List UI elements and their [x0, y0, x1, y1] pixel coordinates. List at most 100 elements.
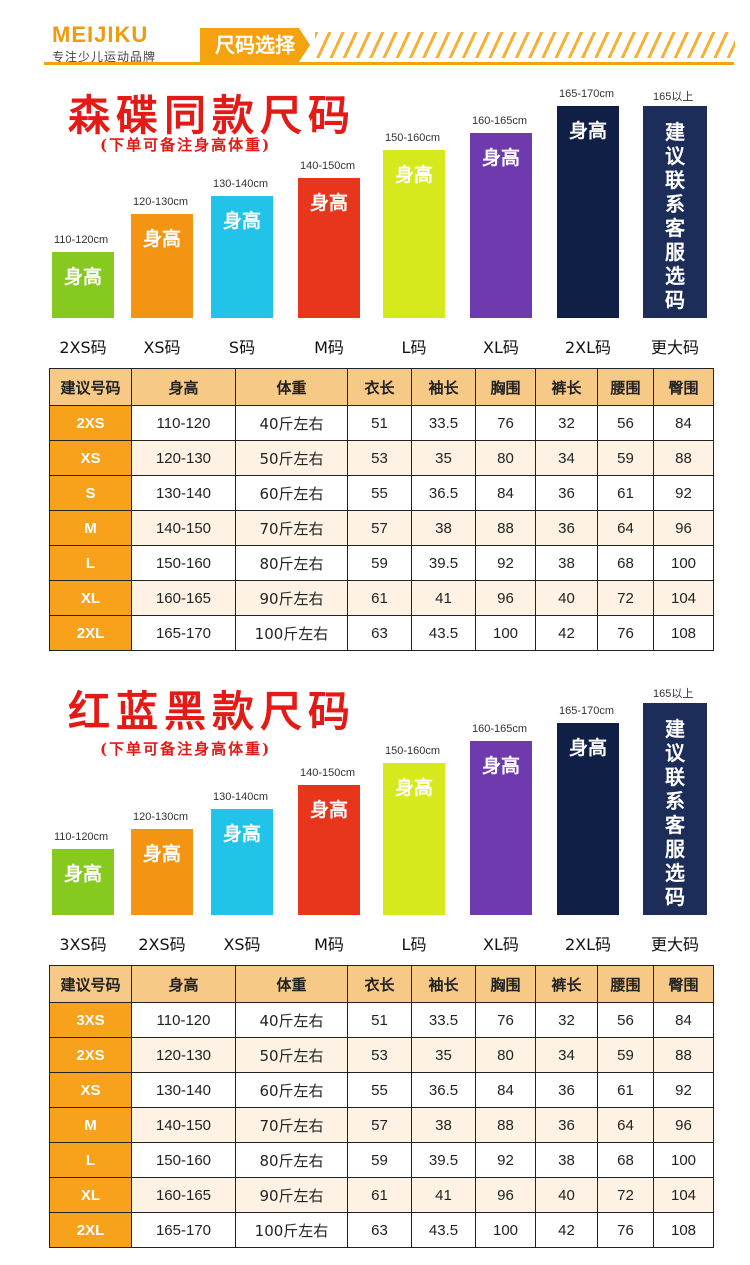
size-code-label: XS码: [223, 935, 261, 954]
height-range-label: 120-130cm: [133, 196, 189, 208]
size-code-label: 2XL码: [564, 338, 612, 357]
table-cell: 150-160: [131, 1142, 236, 1178]
table-cell: 59: [597, 440, 654, 476]
table-cell: 56: [597, 405, 654, 441]
table-cell: 100: [653, 545, 714, 581]
brand-slogan: 专注少儿运动品牌: [52, 50, 157, 64]
table-cell: 42: [535, 1212, 598, 1248]
table-cell: 61: [347, 580, 412, 616]
height-bar: 身高: [383, 150, 445, 318]
table-cell: 110-120: [131, 405, 236, 441]
table-cell: 36: [535, 475, 598, 511]
table-cell: 84: [653, 405, 714, 441]
column-header: 衣长: [347, 965, 412, 1003]
height-bar-text: 建议联系客服选码: [665, 120, 685, 312]
table-body: 2XS 110-120 40斤左右 51 33.5 76 32 56 84 XS 120-130 50…: [49, 405, 714, 651]
height-range-label: 130-140cm: [213, 178, 269, 190]
table-cell: 92: [475, 545, 536, 581]
size-select-tag: 尺码选择: [200, 28, 310, 62]
table-row: XL 160-165 90斤左右 61 41 96 40 72 104: [49, 580, 714, 616]
size-code-label: 3XS码: [59, 935, 107, 954]
table-row: 2XL 165-170 100斤左右 63 43.5 100 42 76 108: [49, 1212, 714, 1248]
table-cell: 80: [475, 1037, 536, 1073]
section-title: 红蓝黑款尺码: [68, 687, 357, 736]
table-cell: 55: [347, 475, 412, 511]
height-bar: 身高: [211, 196, 273, 318]
height-range-label: 110-120cm: [54, 234, 109, 246]
table-cell: 160-165: [131, 1177, 236, 1213]
section-note: (下单可备注身高体重): [100, 740, 272, 758]
table-cell: 38: [535, 545, 598, 581]
column-header: 裤长: [535, 368, 598, 406]
height-bar-text: 身高: [63, 863, 102, 885]
size-cell: M: [49, 510, 132, 546]
table-cell: 70斤左右: [235, 510, 348, 546]
size-cell: XS: [49, 1072, 132, 1108]
height-range-label: 165以上: [653, 91, 694, 103]
table-cell: 80斤左右: [235, 545, 348, 581]
table-cell: 100: [475, 1212, 536, 1248]
table-cell: 68: [597, 1142, 654, 1178]
height-bar: 身高: [557, 106, 619, 318]
table-row: M 140-150 70斤左右 57 38 88 36 64 96: [49, 510, 714, 546]
table-cell: 50斤左右: [235, 440, 348, 476]
table-cell: 88: [653, 440, 714, 476]
column-header: 臀围: [653, 965, 714, 1003]
table-cell: 120-130: [131, 440, 236, 476]
size-code-label: 2XS码: [138, 935, 186, 954]
decorative-stripes: [315, 32, 735, 58]
table-cell: 72: [597, 580, 654, 616]
size-cell: M: [49, 1107, 132, 1143]
table-row: S 130-140 60斤左右 55 36.5 84 36 61 92: [49, 475, 714, 511]
size-cell: XS: [49, 440, 132, 476]
table-cell: 41: [411, 580, 476, 616]
table-row: 3XS 110-120 40斤左右 51 33.5 76 32 56 84: [49, 1002, 714, 1038]
height-range-label: 160-165cm: [472, 723, 528, 735]
column-header: 体重: [235, 965, 348, 1003]
height-bar-text: 身高: [63, 266, 102, 288]
height-bar: 身高: [383, 763, 445, 915]
height-bar-text: 身高: [222, 823, 261, 845]
column-header: 腰围: [597, 965, 654, 1003]
table-cell: 57: [347, 510, 412, 546]
height-bar-text: 身高: [481, 147, 520, 169]
table-cell: 72: [597, 1177, 654, 1213]
table-cell: 96: [653, 1107, 714, 1143]
table-header: 建议号码 身高 体重 衣长 袖长 胸围 裤长 腰围 臀围: [49, 368, 714, 406]
height-range-label: 120-130cm: [133, 811, 189, 823]
column-header: 胸围: [475, 965, 536, 1003]
table-cell: 38: [535, 1142, 598, 1178]
header-row: 建议号码 身高 体重 衣长 袖长 胸围 裤长 腰围 臀围: [49, 965, 714, 1003]
table-cell: 40: [535, 580, 598, 616]
table-cell: 80斤左右: [235, 1142, 348, 1178]
header-row: 建议号码 身高 体重 衣长 袖长 胸围 裤长 腰围 臀围: [49, 368, 714, 406]
height-range-label: 160-165cm: [472, 115, 528, 127]
height-bar-text: 身高: [394, 777, 433, 799]
size-cell: 3XS: [49, 1002, 132, 1038]
table-cell: 100斤左右: [235, 1212, 348, 1248]
size-cell: XL: [49, 580, 132, 616]
section-title: 森碟同款尺码: [68, 91, 357, 140]
table-cell: 96: [653, 510, 714, 546]
table-cell: 64: [597, 510, 654, 546]
table-row: M 140-150 70斤左右 57 38 88 36 64 96: [49, 1107, 714, 1143]
height-bar: 身高: [298, 178, 360, 318]
table-cell: 39.5: [411, 545, 476, 581]
table-cell: 36: [535, 510, 598, 546]
height-bar-text: 身高: [142, 843, 181, 865]
table-cell: 36: [535, 1107, 598, 1143]
size-cell: 2XS: [49, 405, 132, 441]
table-row: L 150-160 80斤左右 59 39.5 92 38 68 100: [49, 1142, 714, 1178]
table-cell: 76: [597, 615, 654, 651]
height-range-label: 150-160cm: [385, 132, 441, 144]
table-cell: 165-170: [131, 615, 236, 651]
column-header: 体重: [235, 368, 348, 406]
table-cell: 120-130: [131, 1037, 236, 1073]
table-cell: 59: [347, 545, 412, 581]
table-cell: 70斤左右: [235, 1107, 348, 1143]
height-bar: 身高: [131, 829, 193, 915]
size-table: 建议号码 身高 体重 衣长 袖长 胸围 裤长 腰围 臀围 3XS 110-120 40斤左右 51 33.…: [49, 965, 714, 1248]
page-header: MEIJIKU 专注少儿运动品牌 尺码选择: [0, 0, 750, 75]
table-cell: 84: [475, 1072, 536, 1108]
height-range-label: 110-120cm: [54, 831, 109, 843]
